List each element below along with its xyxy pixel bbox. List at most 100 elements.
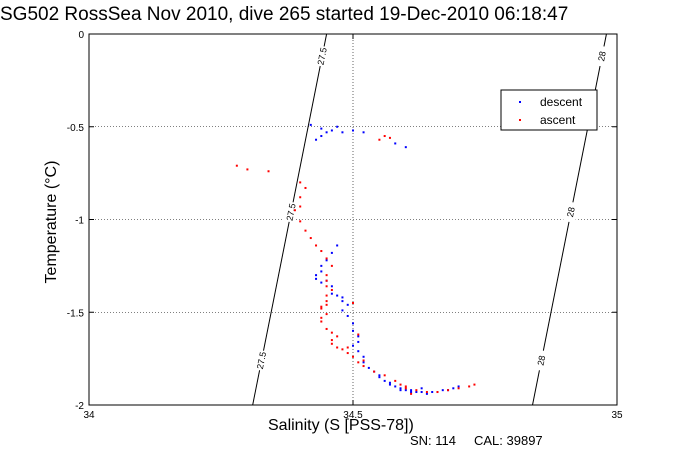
ascent-point bbox=[394, 379, 397, 382]
ascent-point bbox=[299, 205, 302, 208]
descent-point bbox=[320, 270, 323, 273]
isopycnal-label-bg bbox=[594, 45, 610, 68]
ascent-point bbox=[388, 136, 391, 139]
descent-point bbox=[410, 389, 413, 392]
descent-point bbox=[404, 389, 407, 392]
descent-point bbox=[352, 344, 354, 347]
descent-point bbox=[346, 314, 349, 317]
isopycnal-label-bg bbox=[563, 201, 579, 224]
ascent-point bbox=[404, 385, 407, 388]
ascent-point bbox=[357, 333, 360, 336]
descent-point bbox=[341, 131, 344, 134]
ascent-point bbox=[320, 250, 323, 253]
y-tick-label: -0.5 bbox=[67, 123, 85, 134]
descent-point bbox=[441, 389, 444, 392]
series-descent bbox=[309, 123, 460, 395]
ascent-point bbox=[404, 387, 407, 390]
data-points bbox=[235, 123, 476, 395]
ascent-point bbox=[341, 348, 344, 351]
ascent-point bbox=[320, 307, 323, 310]
ascent-point bbox=[325, 313, 328, 316]
ascent-point bbox=[235, 164, 238, 167]
ascent-point bbox=[415, 389, 418, 392]
descent-point bbox=[315, 274, 318, 277]
descent-point bbox=[330, 251, 333, 254]
y-tick-label: -1 bbox=[75, 216, 84, 227]
ascent-point bbox=[320, 316, 323, 319]
legend: descent ascent bbox=[500, 89, 598, 131]
legend-label-descent: descent bbox=[540, 95, 583, 109]
descent-point bbox=[388, 381, 391, 384]
ascent-point bbox=[325, 274, 328, 277]
isopycnal-label: 27.5 bbox=[255, 351, 268, 370]
ascent-point bbox=[457, 387, 460, 390]
descent-point bbox=[315, 277, 318, 280]
ascent-point bbox=[352, 355, 354, 358]
ascent-point bbox=[320, 320, 323, 323]
ascent-point bbox=[383, 374, 386, 377]
descent-point bbox=[341, 300, 344, 303]
ascent-point bbox=[299, 181, 302, 184]
isopycnal-label: 28 bbox=[596, 50, 608, 62]
legend-marker-descent bbox=[519, 101, 521, 103]
x-tick-label: 34.5 bbox=[343, 410, 363, 421]
isopycnal-label-bg bbox=[253, 349, 270, 372]
descent-point bbox=[362, 131, 365, 134]
ascent-point bbox=[330, 342, 333, 345]
ascent-point bbox=[309, 237, 312, 240]
descent-point bbox=[325, 259, 328, 262]
ascent-point bbox=[373, 370, 376, 373]
descent-point bbox=[425, 392, 428, 395]
isopycnal-label: 28 bbox=[536, 355, 548, 367]
ascent-point bbox=[346, 352, 349, 355]
chart-title: SG502 RossSea Nov 2010, dive 265 started… bbox=[0, 4, 569, 25]
descent-point bbox=[320, 264, 323, 267]
y-tick-label: 0 bbox=[78, 30, 84, 41]
ascent-point bbox=[425, 391, 428, 394]
descent-point bbox=[330, 285, 333, 288]
ascent-point bbox=[336, 335, 339, 338]
ascent-point bbox=[304, 186, 307, 189]
ascent-point bbox=[320, 305, 323, 308]
descent-point bbox=[431, 391, 434, 394]
descent-point bbox=[404, 146, 407, 149]
ascent-point bbox=[325, 303, 328, 306]
descent-point bbox=[336, 125, 339, 128]
ascent-point bbox=[468, 385, 471, 388]
ascent-point bbox=[346, 346, 349, 349]
isopycnal-label: 28 bbox=[565, 206, 577, 218]
descent-point bbox=[362, 361, 365, 364]
descent-point bbox=[399, 387, 402, 390]
descent-point bbox=[336, 294, 339, 297]
isopycnal-lines: 27.5 27.5 27.5 28 28 28 bbox=[252, 33, 610, 406]
descent-point bbox=[346, 303, 349, 306]
ascent-point bbox=[299, 220, 302, 223]
ascent-point bbox=[325, 327, 328, 330]
descent-point bbox=[415, 391, 418, 394]
footer-calibration: CAL: 39897 bbox=[474, 433, 543, 448]
ascent-point bbox=[362, 359, 365, 362]
descent-point bbox=[315, 138, 318, 141]
descent-point bbox=[341, 296, 344, 299]
descent-point bbox=[330, 129, 333, 132]
descent-point bbox=[399, 389, 402, 392]
descent-point bbox=[357, 350, 360, 353]
descent-point bbox=[336, 244, 339, 247]
descent-point bbox=[320, 127, 323, 130]
footer-serial: SN: 114 bbox=[410, 433, 457, 448]
x-tick-label: 35 bbox=[611, 410, 623, 421]
descent-point bbox=[420, 391, 423, 394]
ascent-point bbox=[383, 135, 386, 138]
ascent-point bbox=[330, 339, 333, 342]
ascent-point bbox=[336, 346, 339, 349]
descent-point bbox=[388, 383, 391, 386]
ascent-point bbox=[304, 229, 307, 232]
ascent-point bbox=[325, 257, 328, 260]
ascent-point bbox=[315, 244, 318, 247]
descent-point bbox=[357, 335, 360, 338]
descent-point bbox=[352, 322, 354, 325]
ascent-point bbox=[299, 196, 302, 199]
ascent-point bbox=[447, 389, 450, 392]
ascent-point bbox=[352, 301, 354, 304]
ascent-point bbox=[410, 392, 413, 395]
